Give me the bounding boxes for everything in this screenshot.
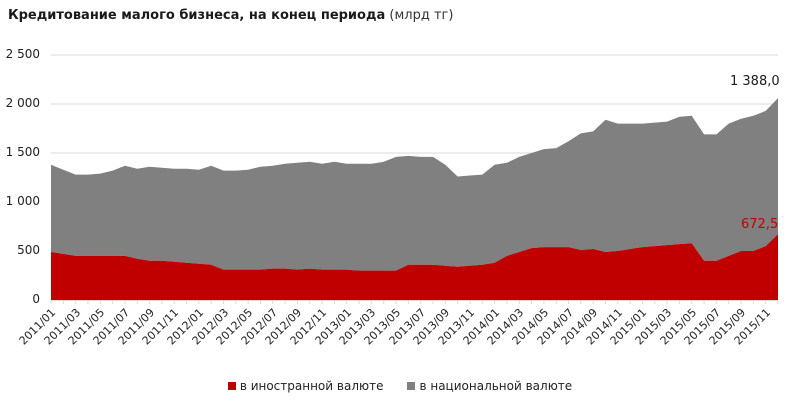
y-tick-label: 1 000 [5,194,40,208]
legend-item-national: в национальной валюте [407,379,572,393]
chart-title-unit: (млрд тг) [389,8,454,23]
legend-label-foreign: в иностранной валюте [239,379,384,393]
y-tick-label: 0 [32,292,40,306]
legend-item-foreign: в иностранной валюте [227,379,384,393]
national-last-value-label: 1 388,0 [730,74,780,89]
y-tick-label: 2 500 [5,47,40,61]
chart-legend: в иностранной валюте в национальной валю… [0,379,800,393]
y-tick-label: 1 500 [5,145,40,159]
foreign-last-value-label: 672,5 [741,217,779,232]
y-tick-label: 2 000 [5,96,40,110]
area-foreign-currency [51,234,778,300]
area-national-currency [51,98,778,271]
y-tick-label: 500 [17,243,40,257]
legend-swatch-national-icon [407,382,416,390]
chart-title-main: Кредитование малого бизнеса, на конец пе… [8,8,386,23]
chart-title: Кредитование малого бизнеса, на конец пе… [8,8,453,23]
legend-swatch-foreign-icon [227,382,236,390]
legend-label-national: в национальной валюте [419,379,573,393]
